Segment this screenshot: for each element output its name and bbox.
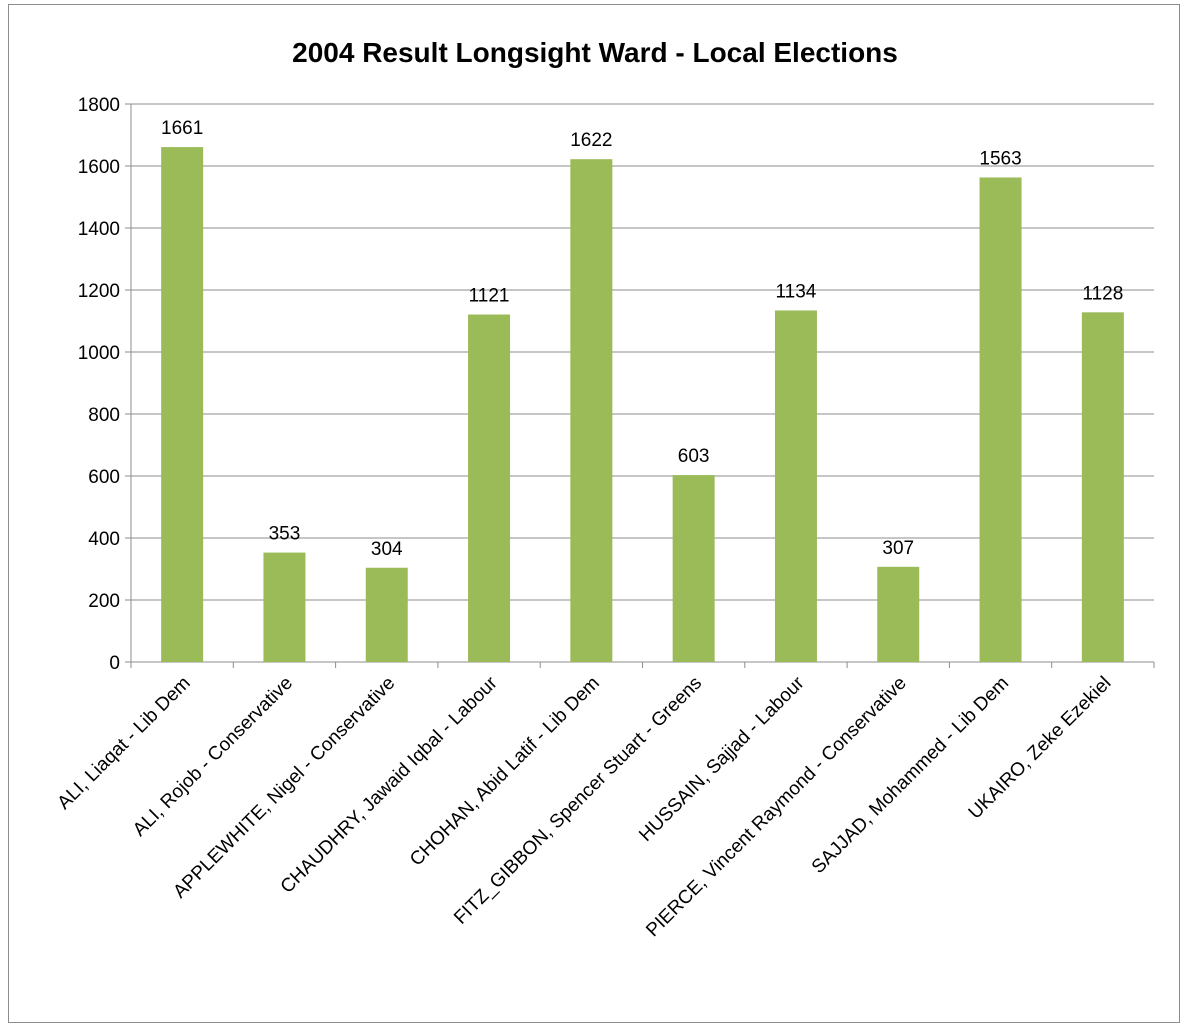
y-tick-label: 1600 [78,157,120,178]
bar [672,475,715,662]
data-labels: 1661 353 304 1121 1622 603 1134 307 1563 1128 [161,118,1123,560]
data-label: 304 [371,539,403,560]
bar [877,566,920,662]
x-tick-label: APPLEWHITE, Nigel - Conservative [169,673,399,903]
x-tick-label: SAJJAD, Mohammed - Lib Dem [808,673,1013,878]
bar [1081,312,1124,662]
x-tick-label: HUSSAIN, Sajjad - Labour [635,672,809,846]
data-label: 1622 [570,130,612,151]
data-label: 603 [678,446,710,467]
y-tick-label: 1200 [78,281,120,302]
x-tick-label: CHAUDHRY, Jawaid Iqbal - Labour [277,672,502,897]
data-label: 1563 [979,148,1021,169]
bar [263,552,306,662]
y-tick-label: 0 [109,653,120,674]
y-tick-label: 1000 [78,343,120,364]
bar [468,314,511,662]
data-label: 1134 [776,281,817,302]
x-tick-label: CHOHAN, Abid Latif - Lib Dem [406,673,604,871]
data-label: 1128 [1082,283,1123,304]
bar [570,159,613,662]
bar [365,567,408,662]
y-tick-label: 400 [88,529,120,550]
y-tick-label: 1800 [78,95,120,116]
bar [774,310,817,662]
bar-chart: 2004 Result Longsight Ward - Local Elect… [54,37,1155,941]
data-label: 1661 [161,118,203,139]
y-tick-labels: 0 200 400 600 800 1000 1200 1400 1600 1800 [78,95,120,674]
data-label: 307 [882,538,914,559]
y-tick-label: 1400 [78,219,120,240]
y-tick-label: 200 [88,591,120,612]
data-label: 353 [269,524,301,545]
chart-title: 2004 Result Longsight Ward - Local Elect… [292,37,898,68]
bars [161,147,1124,663]
bar [161,147,204,663]
gridlines [131,103,1154,601]
bar [979,177,1022,662]
y-tick-label: 600 [88,467,120,488]
y-tick-label: 800 [88,405,120,426]
chart-frame: 2004 Result Longsight Ward - Local Elect… [8,4,1180,1023]
data-label: 1121 [469,285,510,306]
